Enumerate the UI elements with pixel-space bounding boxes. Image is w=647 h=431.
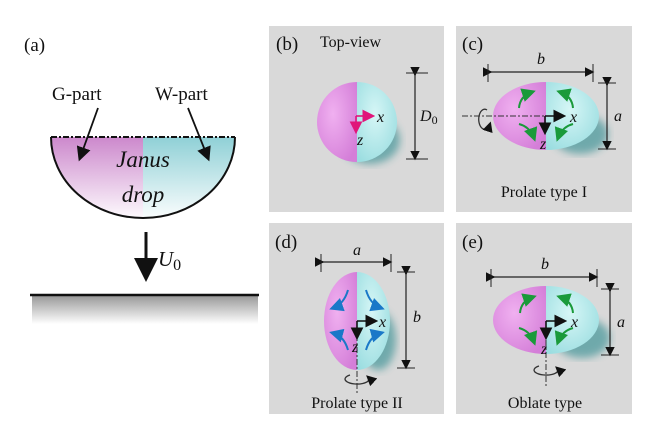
flow-arrows (329, 289, 385, 351)
panel-e: (e) x z b a Oblate type (456, 223, 632, 414)
panel-a-label: (a) (24, 35, 45, 56)
panel-d-label: (d) (275, 232, 297, 253)
w-part-label: W-part (155, 84, 208, 105)
rotation-arrow-icon (478, 108, 493, 134)
flow-arrows (518, 293, 574, 346)
panel-b: (b) Top-view x z D0 (269, 26, 444, 212)
g-part-arrow (76, 107, 99, 162)
a-label: a (614, 108, 622, 125)
flow-arrows (518, 88, 574, 142)
rotation-arrow-icon (533, 365, 567, 378)
drop-text: drop (122, 182, 165, 207)
b-label: b (537, 51, 545, 68)
b-label: b (413, 309, 421, 326)
g-part-drop (317, 82, 357, 162)
z-axis-label: z (351, 339, 359, 356)
g-part-label: G-part (52, 84, 102, 105)
panel-c: (c) x z b a Prolate type I (456, 26, 632, 212)
panel-b-label: (b) (276, 34, 298, 55)
g-part-drop (324, 272, 357, 370)
caption: Prolate type I (501, 184, 587, 201)
w-part-drop (357, 82, 397, 162)
z-axis-label: z (356, 132, 364, 149)
diameter-label: D0 (419, 108, 438, 127)
b-label: b (541, 256, 549, 273)
rotation-arrow-icon (344, 374, 378, 387)
panel-a: (a) G-part W-part Janus drop U0 (24, 35, 259, 324)
top-view-title: Top-view (320, 34, 382, 51)
janus-text: Janus (116, 147, 170, 172)
w-part-arrow (187, 107, 211, 162)
z-axis-label: z (539, 136, 547, 153)
x-axis-label: x (376, 109, 384, 126)
panel-d: (d) x z a b Prolate type II (269, 223, 444, 414)
caption: Prolate type II (311, 395, 403, 412)
x-axis-label: x (570, 314, 578, 331)
panel-e-label: (e) (462, 232, 483, 253)
x-axis-label: x (378, 314, 386, 331)
substrate (32, 296, 258, 324)
x-axis-label: x (569, 109, 577, 126)
a-label: a (353, 242, 361, 259)
z-axis-label: z (540, 341, 548, 358)
velocity-label: U0 (158, 247, 181, 274)
caption: Oblate type (508, 395, 582, 412)
panel-c-label: (c) (462, 34, 483, 55)
a-label: a (617, 314, 625, 331)
